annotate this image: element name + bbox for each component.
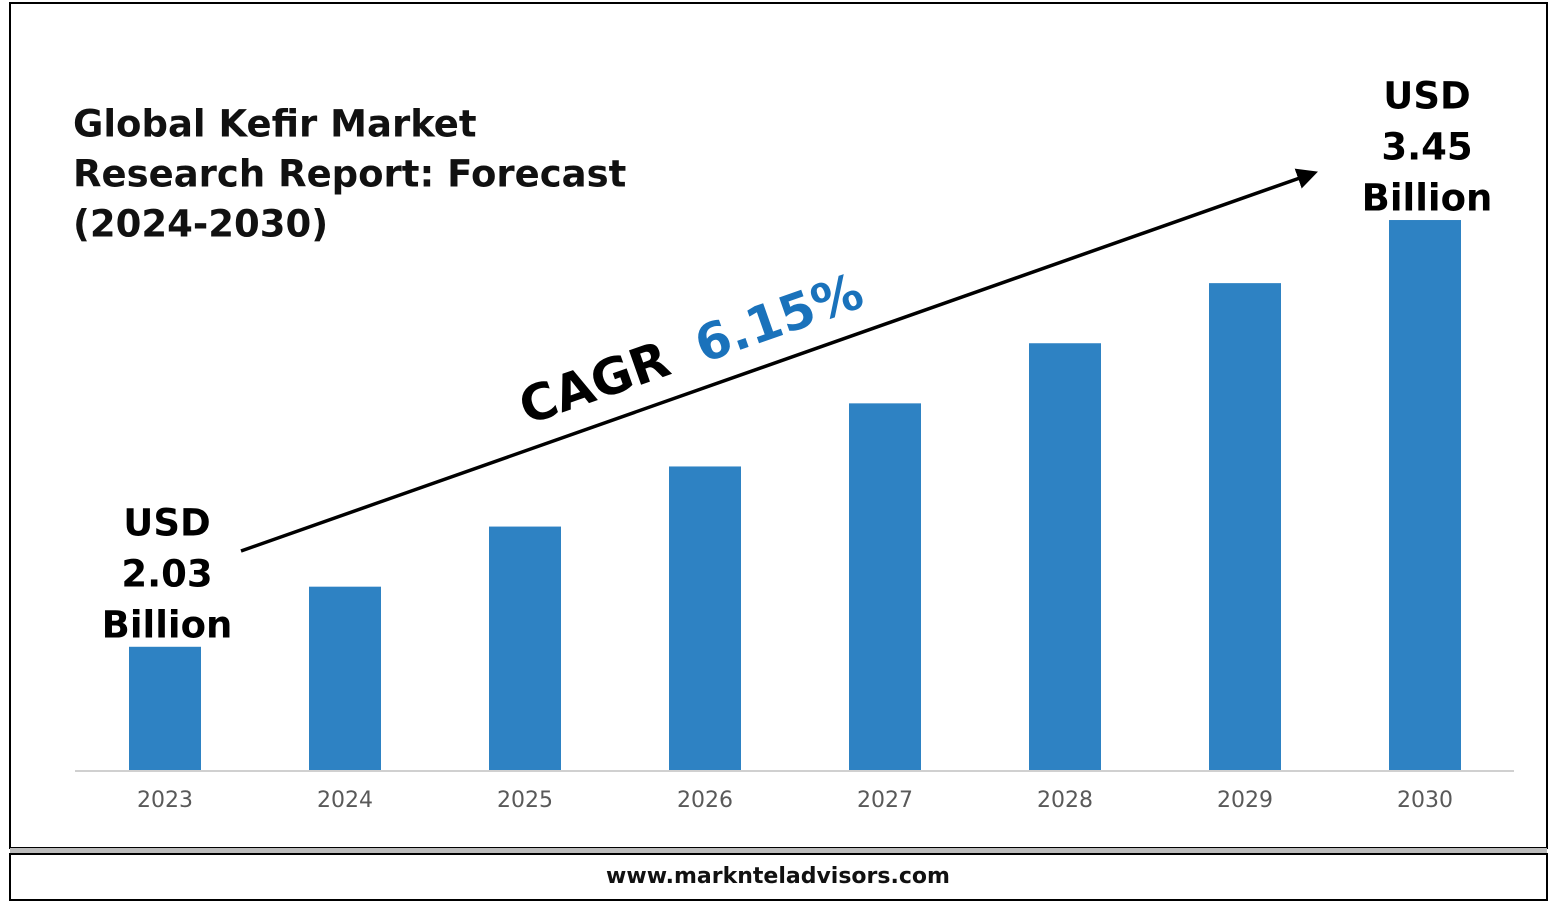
value-label: 3.45: [1381, 126, 1472, 169]
value-label: USD: [1383, 75, 1470, 118]
x-tick-label: 2026: [677, 788, 733, 813]
x-tick-label: 2024: [317, 788, 373, 813]
x-tick-label: 2025: [497, 788, 553, 813]
chart-title: (2024-2030): [73, 203, 328, 246]
chart-title: Research Report: Forecast: [73, 153, 626, 196]
bar: [669, 466, 741, 770]
x-tick-label: 2028: [1037, 788, 1093, 813]
bar: [129, 646, 201, 770]
x-tick-label: 2023: [137, 788, 193, 813]
value-label: USD: [123, 501, 210, 544]
bar: [849, 403, 921, 770]
bar: [1209, 283, 1281, 770]
x-tick-label: 2027: [857, 788, 913, 813]
chart-title: Global Kefir Market: [73, 103, 477, 146]
footer-shadow: [10, 848, 1547, 854]
x-tick-label: 2030: [1397, 788, 1453, 813]
bar: [489, 526, 561, 770]
footer-url: www.marknteladvisors.com: [606, 864, 950, 889]
bar: [1389, 220, 1461, 770]
footer-frame: [9, 853, 1548, 901]
bar: [309, 586, 381, 770]
x-tick-label: 2029: [1217, 788, 1273, 813]
value-label: 2.03: [121, 552, 212, 595]
value-label: Billion: [1362, 177, 1493, 220]
value-label: Billion: [102, 603, 233, 646]
chart-frame: [9, 2, 1548, 849]
trend-arrow: [240, 168, 1318, 553]
bar: [1029, 343, 1101, 770]
